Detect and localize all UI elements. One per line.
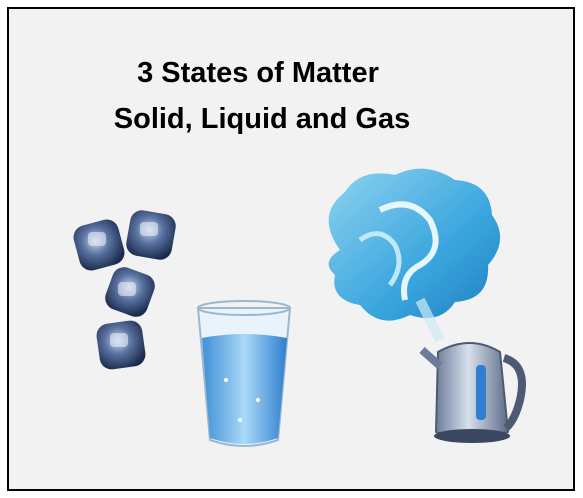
- page: 3 States of Matter Solid, Liquid and Gas…: [0, 0, 583, 498]
- title-line-2: Solid, Liquid and Gas: [114, 103, 410, 135]
- glass-of-water: [198, 301, 290, 446]
- title-line-1: 3 States of Matter: [137, 57, 379, 89]
- illustration: 3 States of Matter Solid, Liquid and Gas: [0, 0, 583, 498]
